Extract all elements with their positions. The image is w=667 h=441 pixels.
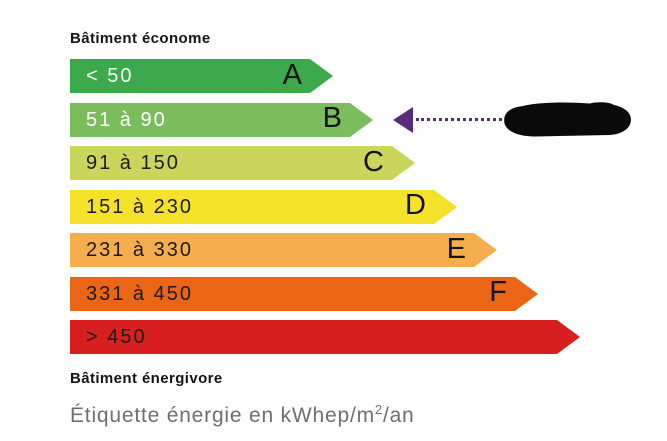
range-label-e: 231 à 330 — [86, 239, 193, 261]
bar-f-body: 331 à 450 F — [70, 276, 515, 311]
bar-e-arrow-tip — [474, 233, 497, 267]
energy-label-caption: Étiquette énergie en kWhep/m2/an — [70, 398, 650, 428]
class-letter-b: B — [322, 102, 342, 134]
bar-c-body: 91 à 150 C — [70, 146, 392, 180]
range-label-b: 51 à 90 — [86, 108, 167, 131]
bar-f-arrow-tip — [515, 276, 538, 311]
redacted-value-blob — [504, 102, 631, 137]
bar-row-d: 151 à 230 D — [70, 189, 650, 224]
selection-arrow-icon — [393, 106, 413, 133]
class-letter-e: E — [446, 232, 466, 265]
caption-suffix: /an — [382, 404, 415, 427]
range-label-g: > 450 — [86, 326, 147, 348]
bar-row-g: > 450 — [70, 320, 650, 354]
energy-label-diagram: Bâtiment économe < 50 A 51 à 90 B — [70, 30, 650, 428]
bar-g-body: > 450 — [70, 320, 557, 354]
bar-c-arrow-tip — [392, 146, 415, 180]
bar-g-arrow-tip — [557, 320, 580, 354]
selection-marker — [393, 101, 633, 138]
dotted-connector-line — [416, 118, 502, 121]
bar-a-body: < 50 A — [70, 59, 310, 93]
bar-e-body: 231 à 330 E — [70, 233, 474, 267]
caption-prefix: Étiquette énergie en kWhep/m — [70, 404, 375, 427]
economical-building-label: Bâtiment économe — [70, 30, 211, 47]
bar-d-body: 151 à 230 D — [70, 189, 434, 224]
bar-row-a: < 50 A — [70, 59, 650, 93]
bar-b-arrow-tip — [350, 102, 373, 137]
caption-superscript: 2 — [374, 402, 383, 417]
bar-row-b: 51 à 90 B — [70, 101, 650, 138]
bar-b-body: 51 à 90 B — [70, 102, 350, 137]
range-label-c: 91 à 150 — [86, 152, 180, 174]
bar-d-arrow-tip — [434, 189, 457, 224]
range-label-a: < 50 — [86, 65, 134, 87]
energy-class-bars: < 50 A 51 à 90 B 91 à 150 C — [70, 59, 650, 354]
bar-row-f: 331 à 450 F — [70, 276, 650, 311]
range-label-f: 331 à 450 — [86, 282, 193, 305]
range-label-d: 151 à 230 — [86, 195, 193, 218]
bar-row-c: 91 à 150 C — [70, 146, 650, 180]
energy-intensive-building-label: Bâtiment énergivore — [70, 370, 223, 387]
bar-a-arrow-tip — [310, 59, 333, 93]
class-letter-a: A — [282, 58, 302, 91]
class-letter-d: D — [405, 189, 426, 221]
bar-row-e: 231 à 330 E — [70, 233, 650, 267]
class-letter-c: C — [363, 145, 384, 178]
class-letter-f: F — [489, 276, 507, 308]
